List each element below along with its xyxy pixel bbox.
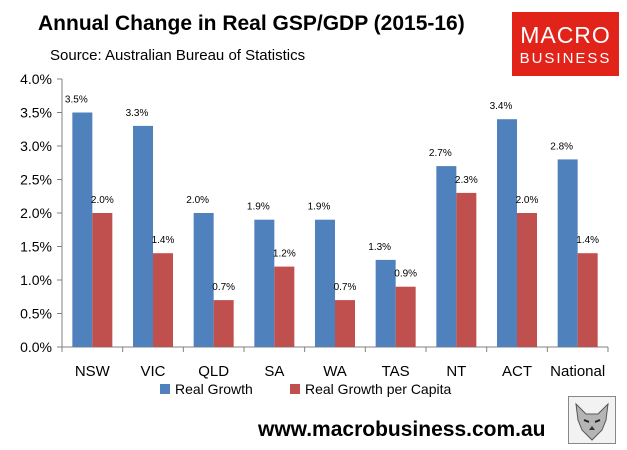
chart-title: Annual Change in Real GSP/GDP (2015-16) [38,12,465,35]
y-tick-label: 1.5% [20,239,52,255]
bar [133,125,153,348]
x-category-label: NT [446,363,466,380]
data-label: 3.3% [126,108,149,119]
legend-label: Real Growth [175,381,253,397]
y-tick-label: 2.5% [20,172,52,188]
data-label: 2.0% [516,195,539,206]
legend-swatch [160,384,170,394]
x-category-label: National [550,363,605,380]
data-label: 2.0% [91,195,114,206]
legend-label: Real Growth per Capita [305,381,452,397]
bar [274,266,295,347]
x-category-label: NSW [75,363,111,380]
bar [557,159,578,347]
data-label: 1.3% [368,242,391,253]
legend-swatch [290,384,300,394]
data-label: 2.3% [455,175,478,186]
y-tick-label: 1.0% [20,272,52,288]
bar [213,300,234,347]
logo-line-1: MACRO [520,22,611,48]
bar [436,166,457,347]
y-tick-label: 0.5% [20,306,52,322]
data-label: 2.0% [186,195,209,206]
data-label: 2.7% [429,148,452,159]
bar [335,300,355,347]
x-category-label: VIC [140,363,165,380]
data-label: 1.4% [152,235,175,246]
bar [456,192,477,347]
data-label: 0.9% [394,269,417,280]
y-tick-label: 4.0% [20,71,52,87]
data-label: 1.2% [273,249,296,260]
bar [497,119,517,347]
chart-subtitle: Source: Australian Bureau of Statistics [50,47,306,64]
bar [193,213,214,347]
bar [254,219,275,347]
bar [375,259,396,347]
x-category-label: QLD [198,363,229,380]
x-category-label: WA [323,363,347,380]
bar [92,213,113,347]
bar [315,219,335,347]
data-label: 1.9% [308,202,331,213]
y-tick-label: 0.0% [20,339,52,355]
y-tick-label: 2.0% [20,205,52,221]
data-label: 0.7% [334,282,357,293]
x-category-label: TAS [382,363,410,380]
wolf-icon [568,396,616,444]
data-label: 0.7% [212,282,235,293]
data-label: 1.9% [247,202,270,213]
logo-line-2: BUSINESS [519,50,612,67]
bar [517,213,537,347]
y-tick-label: 3.5% [20,105,52,121]
y-tick-label: 3.0% [20,138,52,154]
x-category-label: SA [264,363,284,380]
data-label: 3.5% [65,95,88,106]
bar [395,286,416,347]
bar [72,112,93,347]
bar [153,253,173,347]
data-label: 3.4% [490,101,513,112]
macrobusiness-logo: MACRO BUSINESS [512,12,619,76]
website-url: www.macrobusiness.com.au [258,418,546,441]
x-category-label: ACT [502,363,532,380]
bar [577,253,598,347]
data-label: 1.4% [576,235,599,246]
data-label: 2.8% [550,141,573,152]
